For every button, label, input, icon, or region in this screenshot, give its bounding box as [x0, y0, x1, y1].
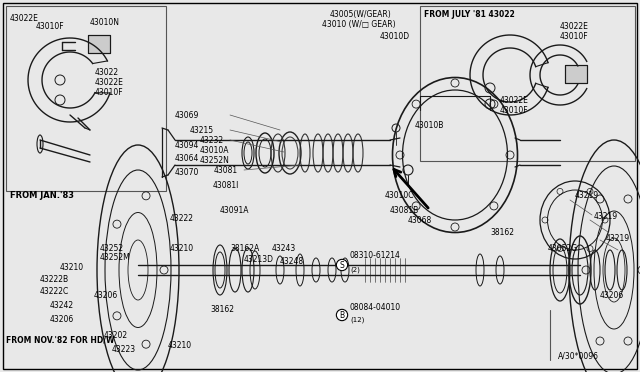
Text: 43068: 43068: [408, 215, 432, 224]
Text: 43223: 43223: [112, 346, 136, 355]
Bar: [6, 6, 166, 191]
Text: 43010D: 43010D: [380, 32, 410, 41]
Text: 43232: 43232: [200, 135, 224, 144]
Text: 43222C: 43222C: [40, 288, 69, 296]
Text: 43005(W/GEAR): 43005(W/GEAR): [330, 10, 392, 19]
Text: 43210: 43210: [60, 263, 84, 273]
Bar: [420, 6, 635, 161]
Text: 43206: 43206: [50, 315, 74, 324]
Text: 43215: 43215: [190, 125, 214, 135]
Text: FROM NOV.'82 FOR HD/W: FROM NOV.'82 FOR HD/W: [6, 336, 115, 344]
Text: 43070: 43070: [175, 167, 200, 176]
Text: 43022: 43022: [95, 67, 119, 77]
Text: 43010C: 43010C: [385, 190, 415, 199]
Text: 43206: 43206: [600, 291, 624, 299]
Text: 43094: 43094: [175, 141, 200, 150]
Text: 43081: 43081: [214, 166, 238, 174]
Text: 43210: 43210: [168, 340, 192, 350]
Text: 43219: 43219: [594, 212, 618, 221]
Text: 43010A: 43010A: [200, 145, 230, 154]
Bar: [88, 35, 110, 53]
Text: 43022E: 43022E: [560, 22, 589, 31]
Text: 43064: 43064: [175, 154, 200, 163]
Text: 43010F: 43010F: [560, 32, 589, 41]
Text: 43202: 43202: [104, 330, 128, 340]
Text: 43010F: 43010F: [36, 22, 65, 31]
Text: 43069: 43069: [175, 110, 200, 119]
Text: 43052G: 43052G: [548, 244, 578, 253]
Text: 43210: 43210: [170, 244, 194, 253]
Text: A/30*0096: A/30*0096: [558, 352, 599, 360]
Text: FROM JULY '81 43022: FROM JULY '81 43022: [424, 10, 515, 19]
Text: 43252: 43252: [100, 244, 124, 253]
Text: (12): (12): [350, 317, 364, 323]
Text: 43010B: 43010B: [415, 121, 444, 129]
Text: 43248: 43248: [280, 257, 304, 266]
Text: 43091A: 43091A: [220, 205, 250, 215]
Text: 43010 (W/□ GEAR): 43010 (W/□ GEAR): [322, 19, 396, 29]
Bar: [88, 35, 110, 53]
Text: FROM JAN.'83: FROM JAN.'83: [10, 190, 74, 199]
Text: 43010F: 43010F: [95, 87, 124, 96]
Text: 43081I: 43081I: [213, 180, 239, 189]
Text: 43206: 43206: [94, 291, 118, 299]
Bar: [565, 65, 587, 83]
Text: 38162: 38162: [210, 305, 234, 314]
Bar: [565, 65, 587, 83]
Text: S: S: [340, 260, 344, 269]
Text: 43252M: 43252M: [100, 253, 131, 263]
Text: 43022E: 43022E: [95, 77, 124, 87]
Text: B: B: [339, 311, 344, 320]
Text: 43219: 43219: [575, 190, 599, 199]
Text: 38162A: 38162A: [230, 244, 259, 253]
Text: 43242: 43242: [50, 301, 74, 310]
Text: (2): (2): [350, 267, 360, 273]
Text: 43252N: 43252N: [200, 155, 230, 164]
Text: 08310-61214: 08310-61214: [350, 251, 401, 260]
Text: 43081B: 43081B: [390, 205, 419, 215]
Text: 43022E: 43022E: [500, 96, 529, 105]
Text: 43213D: 43213D: [244, 256, 274, 264]
Text: 43222: 43222: [170, 214, 194, 222]
Text: 43010N: 43010N: [90, 17, 120, 26]
Text: 08084-04010: 08084-04010: [350, 304, 401, 312]
Text: 43222B: 43222B: [40, 276, 69, 285]
Text: 43022E: 43022E: [10, 13, 39, 22]
Text: 43219: 43219: [606, 234, 630, 243]
Text: 43010F: 43010F: [500, 106, 529, 115]
Text: 38162: 38162: [490, 228, 514, 237]
Text: 43243: 43243: [272, 244, 296, 253]
